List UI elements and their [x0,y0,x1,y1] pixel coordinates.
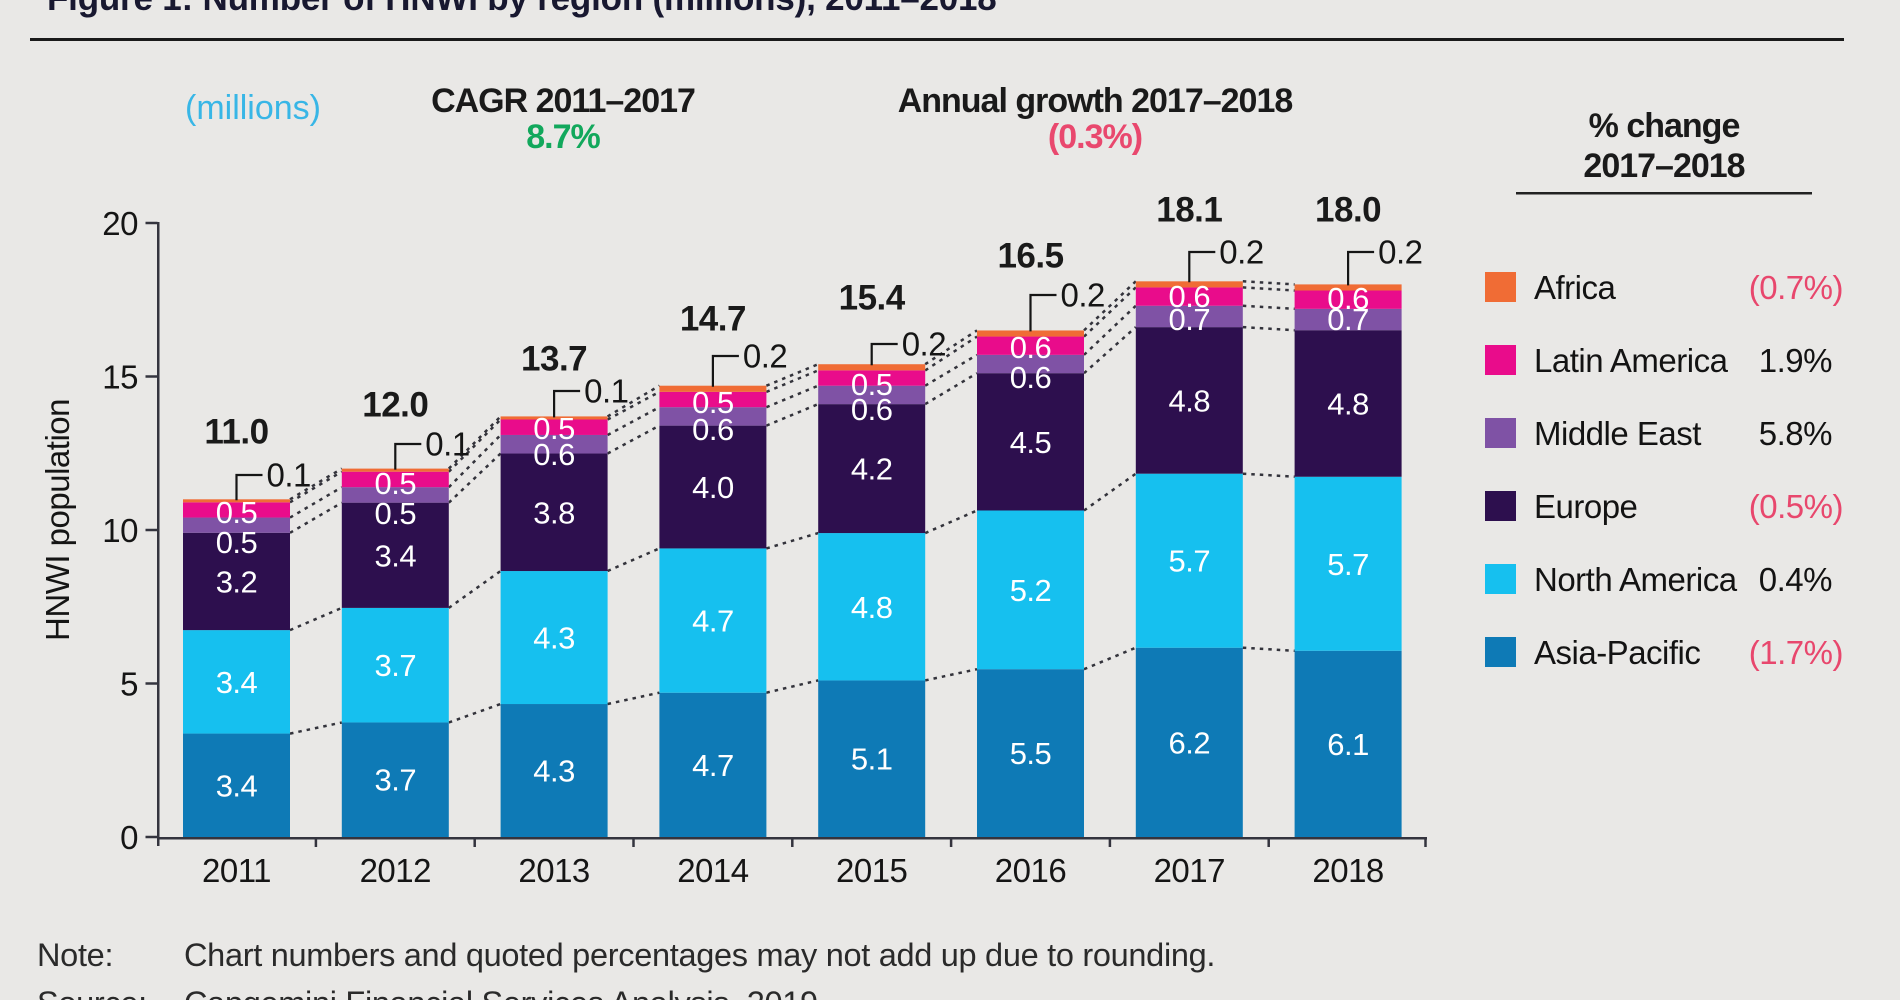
svg-text:2014: 2014 [677,852,749,889]
svg-text:0.5: 0.5 [216,495,258,530]
svg-text:0.2: 0.2 [1219,234,1263,271]
svg-text:Capgemini Financial Services A: Capgemini Financial Services Analysis, 2… [184,985,818,1000]
svg-text:0.5: 0.5 [851,367,893,402]
svg-text:(0.7%): (0.7%) [1749,269,1843,306]
svg-text:4.8: 4.8 [851,590,893,625]
svg-text:Annual growth 2017–2018: Annual growth 2017–2018 [898,82,1293,120]
svg-text:11.0: 11.0 [204,413,268,452]
svg-text:16.5: 16.5 [997,237,1063,276]
svg-text:CAGR 2011–2017: CAGR 2011–2017 [431,82,695,120]
svg-text:18.0: 18.0 [1315,191,1381,230]
svg-text:(0.5%): (0.5%) [1749,488,1843,525]
svg-text:3.4: 3.4 [216,665,258,700]
svg-text:0.4%: 0.4% [1759,561,1832,598]
svg-text:3.4: 3.4 [374,538,416,573]
svg-text:0.2: 0.2 [902,326,946,363]
svg-text:14.7: 14.7 [680,300,746,339]
svg-text:HNWI population: HNWI population [39,399,76,641]
svg-text:(0.3%): (0.3%) [1048,118,1142,156]
svg-text:6.1: 6.1 [1327,727,1369,762]
svg-text:2018: 2018 [1312,852,1383,889]
svg-text:2012: 2012 [360,852,431,889]
svg-text:4.8: 4.8 [1327,387,1369,422]
svg-text:5.8%: 5.8% [1759,415,1832,452]
svg-text:2017: 2017 [1154,852,1225,889]
svg-text:0: 0 [120,819,138,856]
svg-text:(millions): (millions) [185,89,321,127]
svg-text:0.5: 0.5 [216,525,258,560]
svg-text:0.6: 0.6 [692,412,734,447]
svg-text:3.7: 3.7 [374,648,416,683]
svg-text:4.2: 4.2 [851,452,893,487]
svg-text:Chart numbers and quoted perce: Chart numbers and quoted percentages may… [184,937,1215,973]
svg-text:0.1: 0.1 [267,457,311,494]
svg-text:2016: 2016 [995,852,1066,889]
svg-text:0.5: 0.5 [533,411,575,446]
svg-text:4.7: 4.7 [692,748,734,783]
svg-text:20: 20 [102,205,138,242]
svg-text:3.8: 3.8 [533,495,575,530]
svg-text:15: 15 [102,359,138,396]
svg-text:0.1: 0.1 [425,426,469,463]
svg-text:2011: 2011 [202,852,271,889]
svg-text:Note:: Note: [37,937,113,973]
svg-text:0.2: 0.2 [1061,277,1105,314]
svg-text:0.5: 0.5 [374,496,416,531]
svg-text:0.2: 0.2 [743,338,787,375]
svg-text:0.6: 0.6 [1168,279,1210,314]
svg-text:1.9%: 1.9% [1759,342,1832,379]
svg-text:Figure 1: Number of HNWI by re: Figure 1: Number of HNWI by region (mill… [47,0,997,18]
svg-text:(1.7%): (1.7%) [1749,634,1843,671]
svg-text:4.3: 4.3 [533,754,575,789]
svg-text:8.7%: 8.7% [526,118,600,156]
svg-text:15.4: 15.4 [839,279,906,318]
svg-text:3.2: 3.2 [216,564,258,599]
svg-text:0.6: 0.6 [851,392,893,427]
svg-text:Africa: Africa [1534,269,1617,306]
svg-text:4.0: 4.0 [692,470,734,505]
svg-text:4.7: 4.7 [692,604,734,639]
svg-text:0.7: 0.7 [1327,302,1369,337]
svg-text:5.7: 5.7 [1327,547,1369,582]
svg-text:4.3: 4.3 [533,621,575,656]
svg-text:2013: 2013 [518,852,589,889]
svg-text:0.6: 0.6 [533,437,575,472]
svg-text:0.6: 0.6 [1327,281,1369,316]
svg-text:13.7: 13.7 [521,340,587,379]
svg-text:10: 10 [102,512,138,549]
svg-text:Middle East: Middle East [1534,415,1701,452]
svg-text:0.6: 0.6 [1010,360,1052,395]
svg-text:3.4: 3.4 [216,768,258,803]
svg-text:0.6: 0.6 [1010,330,1052,365]
svg-text:5: 5 [120,666,138,703]
svg-text:0.7: 0.7 [1168,302,1210,337]
svg-text:4.5: 4.5 [1010,425,1052,460]
svg-text:18.1: 18.1 [1156,191,1222,230]
svg-text:Latin America: Latin America [1534,342,1729,379]
svg-text:0.1: 0.1 [584,373,628,410]
svg-text:5.2: 5.2 [1010,573,1052,608]
svg-text:Source:: Source: [37,985,147,1000]
svg-text:2015: 2015 [836,852,907,889]
svg-text:6.2: 6.2 [1168,725,1210,760]
svg-text:3.7: 3.7 [374,763,416,798]
svg-text:5.7: 5.7 [1168,544,1210,579]
svg-text:North America: North America [1534,561,1738,598]
svg-text:Asia-Pacific: Asia-Pacific [1534,634,1700,671]
svg-text:0.5: 0.5 [692,385,734,420]
svg-text:5.5: 5.5 [1010,736,1052,771]
svg-text:5.1: 5.1 [851,742,893,777]
svg-text:12.0: 12.0 [362,386,428,425]
svg-text:% change: % change [1589,107,1740,145]
svg-text:0.2: 0.2 [1378,234,1422,271]
svg-text:4.8: 4.8 [1168,383,1210,418]
svg-text:0.5: 0.5 [374,466,416,501]
svg-text:Europe: Europe [1534,488,1637,525]
svg-text:2017–2018: 2017–2018 [1583,147,1744,185]
